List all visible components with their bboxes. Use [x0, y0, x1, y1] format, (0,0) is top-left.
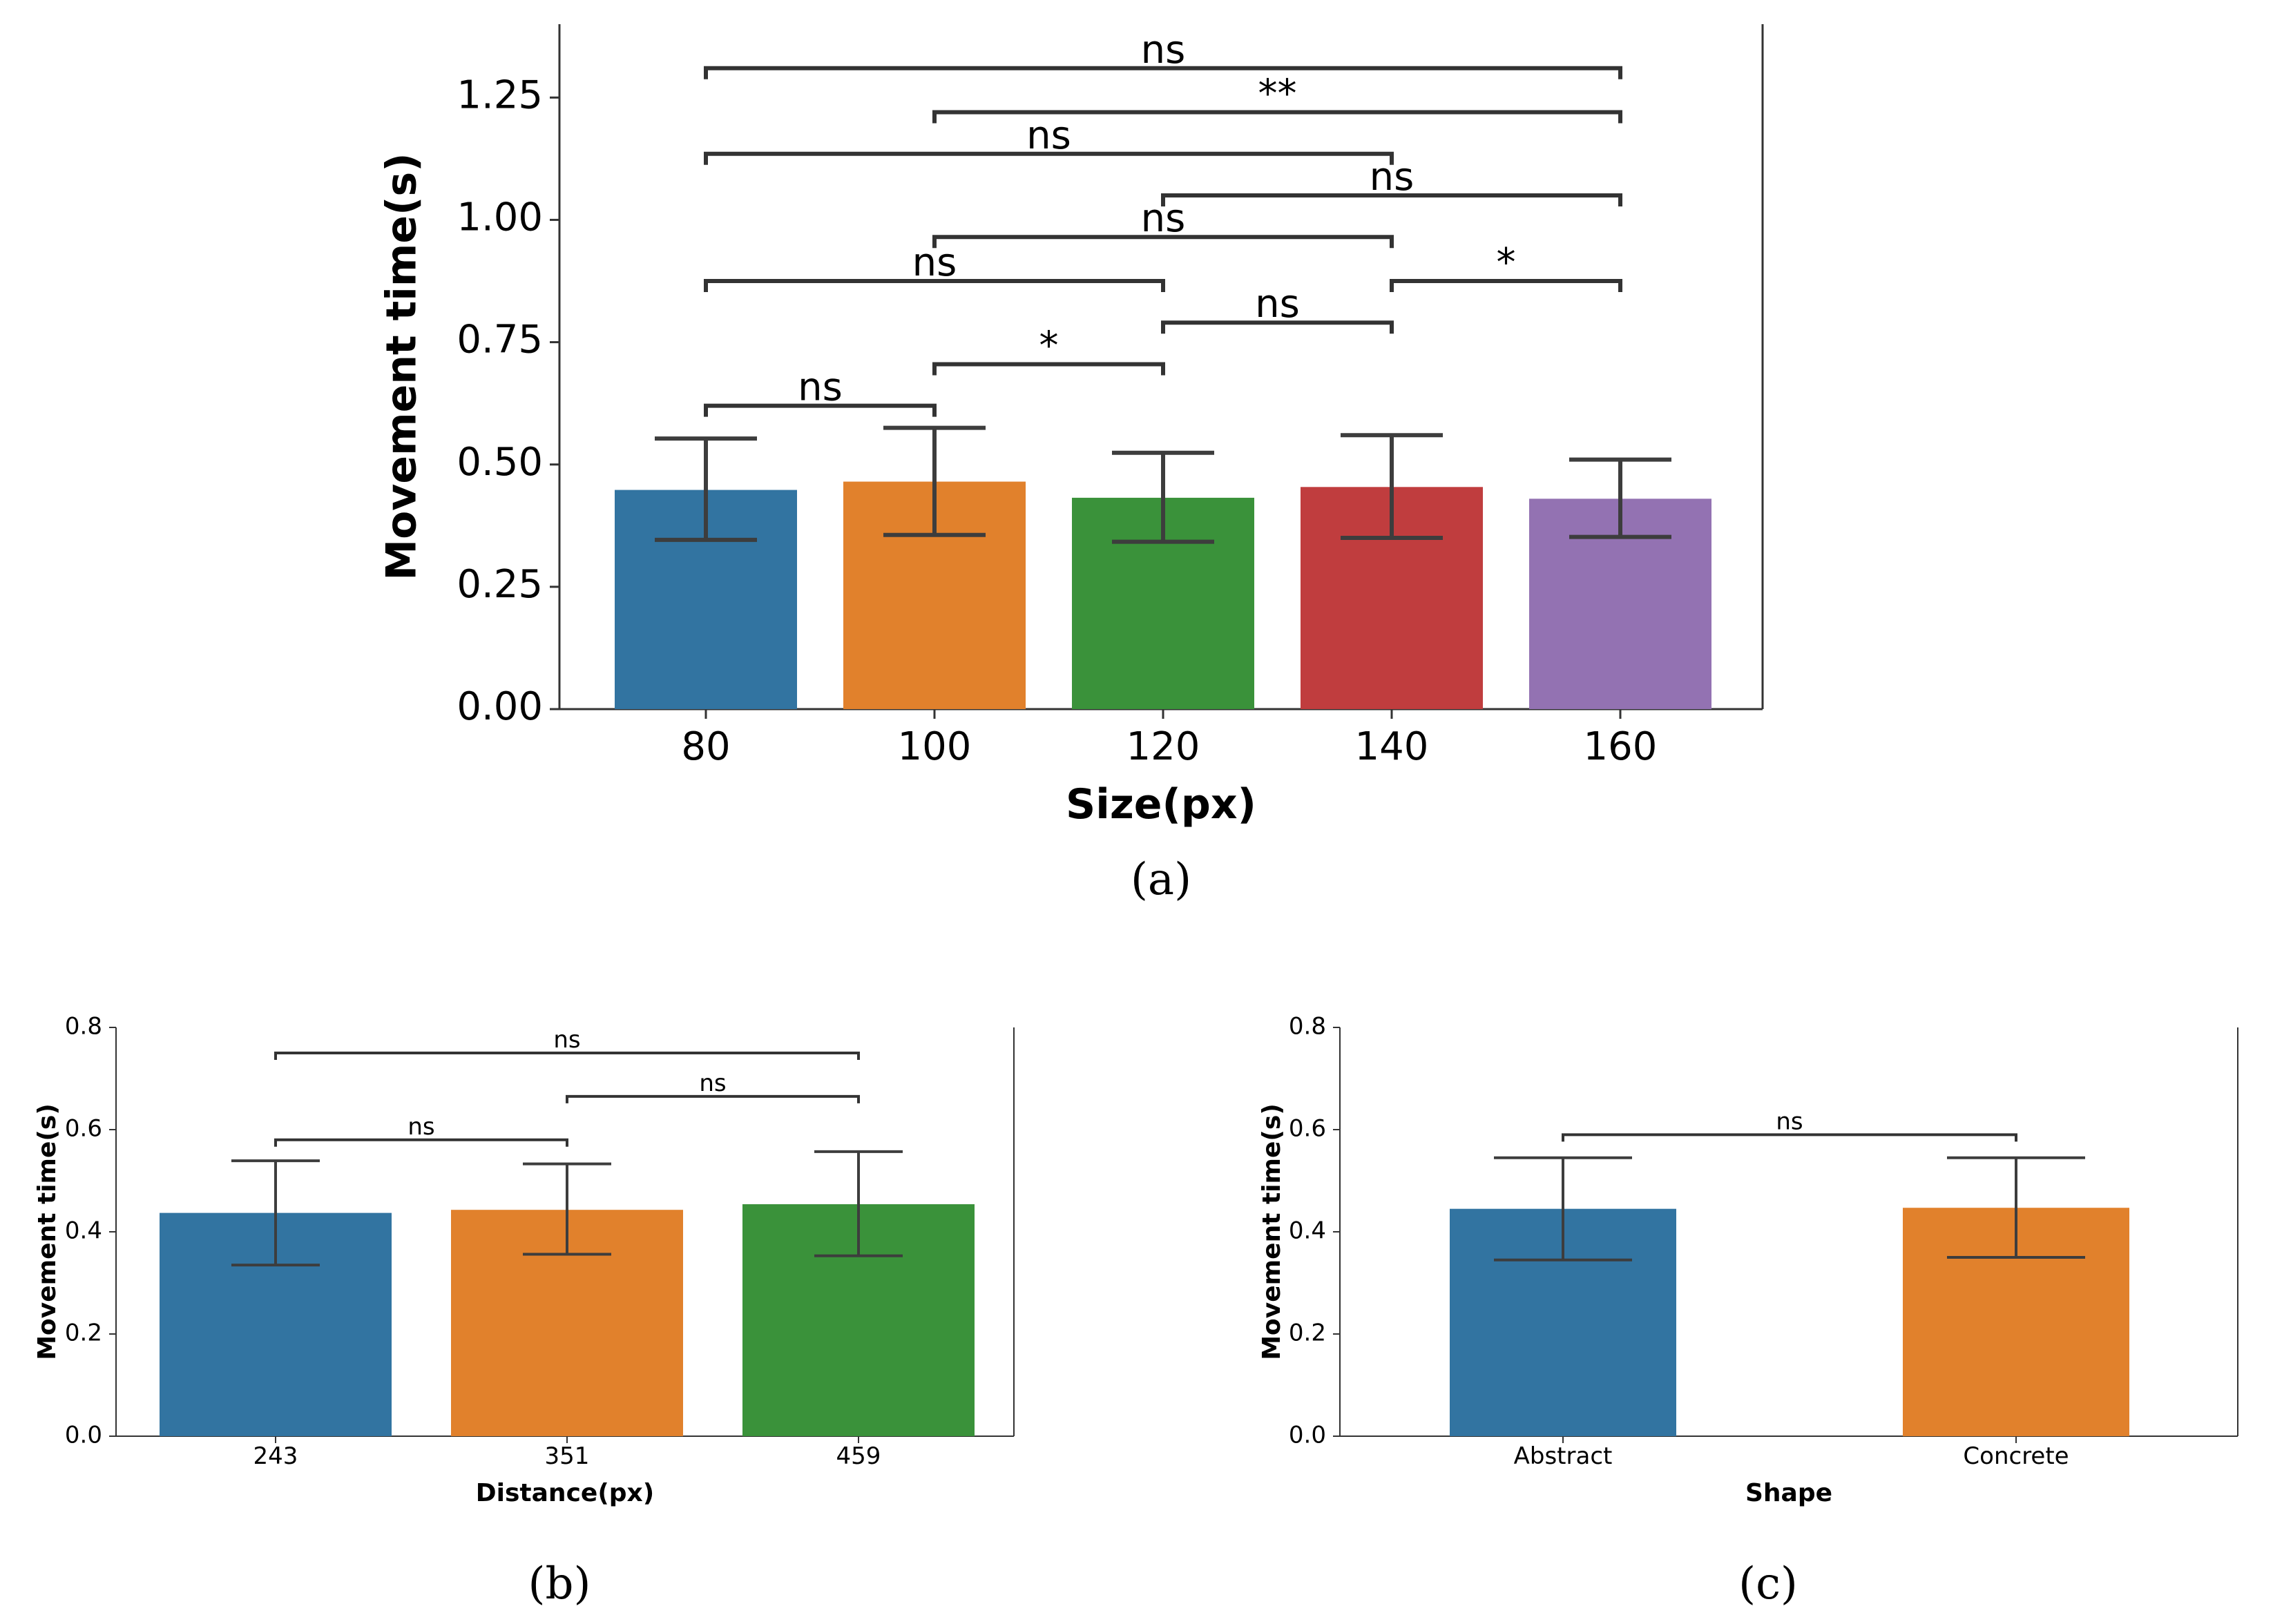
- significance-bracket: [1562, 1133, 2017, 1142]
- significance-bracket: [566, 1094, 860, 1103]
- chart-panel-b: 0.0 0.2 0.4 0.6 0.8 243 351 459 ns ns ns Movement t…: [33, 1013, 1015, 1610]
- significance-label: **: [1258, 72, 1297, 117]
- y-tick-label: 0.4: [1289, 1217, 1326, 1245]
- y-tick-label: 0.6: [65, 1115, 102, 1143]
- x-axis-label: Distance(px): [476, 1479, 654, 1507]
- significance-label: ns: [1255, 282, 1300, 327]
- chart-panel-a: 0.00 0.25 0.50 0.75 1.00 1.25 80 100 120 140 160 ns…: [378, 24, 1764, 905]
- significance-bracket: [704, 151, 1394, 165]
- significance-label: ns: [699, 1070, 726, 1097]
- significance-bracket: [932, 362, 1165, 376]
- panel-label: (c): [1738, 1558, 1798, 1610]
- significance-label: ns: [1026, 113, 1071, 158]
- y-axis-label: Movement time(s): [33, 1103, 61, 1360]
- y-tick-label: 0.2: [1289, 1320, 1326, 1347]
- significance-label: *: [1497, 240, 1516, 285]
- y-axis-label: Movement time(s): [1258, 1103, 1286, 1360]
- significance-bracket: [704, 279, 1165, 292]
- x-tick-label: 351: [545, 1442, 590, 1470]
- significance-label: ns: [798, 365, 843, 410]
- x-tick-label: 80: [681, 724, 730, 769]
- y-tick-label: 0.8: [65, 1013, 102, 1041]
- x-tick-label: 459: [836, 1442, 881, 1470]
- y-tick-label: 0.4: [65, 1217, 102, 1245]
- significance-label: ns: [1776, 1108, 1803, 1135]
- y-axis-label: Movement time(s): [378, 153, 426, 580]
- y-tick-label: 1.00: [457, 195, 543, 240]
- y-tick-label: 1.25: [457, 72, 543, 117]
- panel-label: (b): [528, 1558, 591, 1610]
- x-tick-label: Concrete: [1963, 1442, 2069, 1470]
- chart-panel-c: 0.0 0.2 0.4 0.6 0.8 Abstract Concrete ns Movemen…: [1258, 1013, 2238, 1610]
- x-tick-label: Abstract: [1514, 1442, 1613, 1470]
- x-tick-label: 100: [898, 724, 972, 769]
- y-tick-label: 0.75: [457, 318, 543, 362]
- y-tick-label: 0.0: [1289, 1422, 1326, 1449]
- y-tick-label: 0.2: [65, 1320, 102, 1347]
- y-tick-label: 0.0: [65, 1422, 102, 1449]
- y-tick-label: 0.6: [1289, 1115, 1326, 1143]
- significance-bracket: [704, 403, 937, 417]
- y-tick-label: 0.25: [457, 562, 543, 607]
- significance-bracket: [932, 110, 1622, 124]
- x-tick-label: 140: [1355, 724, 1429, 769]
- x-axis-label: Shape: [1745, 1479, 1832, 1507]
- significance-bracket: [274, 1052, 860, 1060]
- significance-bracket: [1390, 279, 1622, 292]
- significance-bracket: [704, 66, 1622, 79]
- x-tick-label: 120: [1126, 724, 1200, 769]
- significance-label: ns: [407, 1113, 434, 1141]
- significance-label: *: [1039, 323, 1059, 368]
- x-tick-label: 160: [1584, 724, 1658, 769]
- significance-bracket: [1161, 193, 1622, 206]
- significance-label: ns: [553, 1026, 580, 1054]
- significance-bracket: [932, 235, 1394, 249]
- y-tick-label: 0.8: [1289, 1013, 1326, 1041]
- panel-label: (a): [1131, 854, 1191, 905]
- x-axis-label: Size(px): [1066, 780, 1256, 829]
- significance-label: ns: [1141, 28, 1186, 72]
- x-tick-label: 243: [253, 1442, 298, 1470]
- significance-bracket: [1161, 320, 1394, 334]
- y-tick-label: 0.00: [457, 684, 543, 729]
- y-tick-label: 0.50: [457, 440, 543, 485]
- significance-bracket: [274, 1138, 568, 1147]
